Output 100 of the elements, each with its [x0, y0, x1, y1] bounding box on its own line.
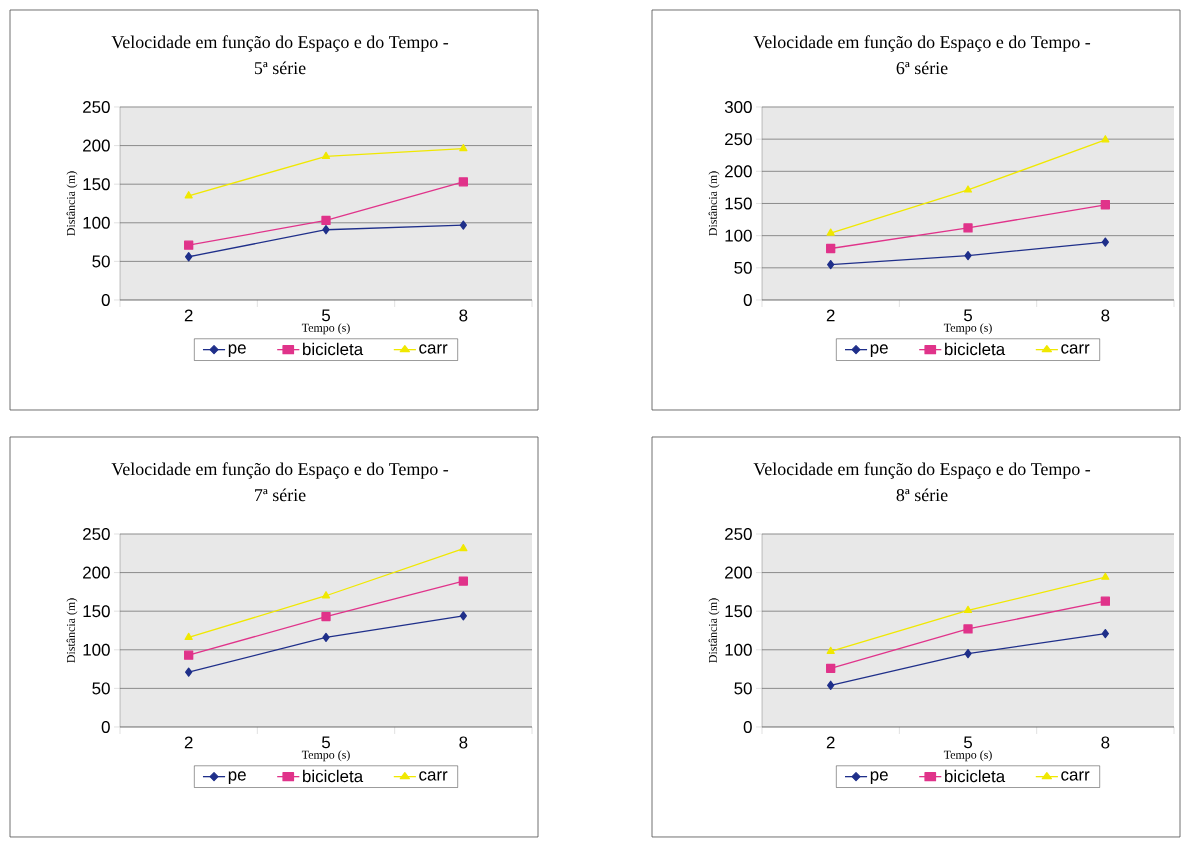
point [458, 177, 468, 187]
legend-label: bicicleta [945, 769, 1006, 783]
x-tick-label: 8 [459, 736, 468, 749]
y-tick-label: 100 [725, 643, 752, 656]
x-axis-title: Tempo (s) [301, 323, 350, 335]
y-tick-label: 0 [743, 293, 752, 306]
y-tick-label: 300 [724, 100, 752, 113]
y-tick-label: 200 [83, 139, 110, 152]
legend-label: pe [870, 344, 888, 357]
y-tick-label: 150 [83, 605, 110, 618]
y-tick-label: 100 [83, 216, 110, 229]
point [184, 632, 193, 641]
x-tick-label: 5 [963, 736, 973, 749]
x-tick-label: 8 [1101, 736, 1110, 749]
legend-label: pe [228, 771, 246, 784]
y-axis-title: Distância (m) [66, 598, 78, 663]
point [184, 191, 193, 199]
point [322, 632, 330, 643]
point [826, 243, 836, 254]
point [963, 223, 973, 233]
point [1101, 572, 1110, 580]
point [1101, 628, 1109, 639]
y-tick-label: 250 [725, 133, 752, 146]
point [459, 544, 468, 552]
legend-label: pe [870, 771, 888, 784]
point [963, 605, 973, 614]
legend-label: carr [419, 344, 448, 354]
chart-subtitle: 5ª série [254, 61, 306, 75]
x-axis-title: Tempo (s) [943, 750, 992, 762]
chart-title: Velocidade em função do Espaço e do Tempo - [753, 35, 1091, 52]
legend-label: bicicleta [303, 769, 364, 783]
y-tick-label: 250 [725, 527, 752, 540]
point [322, 225, 330, 235]
y-tick-label: 100 [725, 229, 752, 242]
point [826, 228, 835, 236]
y-tick-label: 100 [83, 643, 110, 656]
point [1101, 135, 1110, 143]
x-tick-label: 5 [321, 309, 330, 322]
y-tick-label: 0 [743, 720, 752, 733]
x-tick-label: 2 [184, 736, 193, 749]
y-tick-label: 150 [725, 605, 752, 618]
chart-subtitle: 7ª série [255, 488, 306, 502]
point [185, 667, 193, 677]
point [184, 650, 194, 660]
point [184, 240, 194, 250]
point [321, 591, 331, 599]
y-tick-label: 0 [101, 720, 110, 733]
point [321, 611, 331, 622]
chart-subtitle: 8ª série [896, 488, 948, 502]
y-tick-label: 50 [734, 682, 752, 695]
point [1101, 237, 1109, 247]
x-tick-label: 8 [1101, 309, 1110, 322]
point [1100, 200, 1110, 210]
point [963, 624, 973, 634]
x-tick-label: 8 [459, 309, 468, 322]
point [827, 259, 835, 270]
y-tick-label: 150 [725, 197, 752, 210]
point [321, 215, 331, 226]
y-axis-title: Distância (m) [708, 171, 720, 236]
x-axis-title: Tempo (s) [301, 750, 350, 762]
legend-label: carr [419, 771, 448, 781]
point [185, 252, 193, 262]
chart-title: Velocidade em função do Espaço e do Tempo - [111, 35, 449, 52]
legend-label: pe [228, 344, 246, 357]
y-tick-label: 50 [92, 255, 110, 268]
chart-subtitle: 6ª série [896, 61, 948, 75]
y-tick-label: 150 [83, 178, 110, 191]
x-tick-label: 2 [826, 736, 835, 749]
y-tick-label: 200 [725, 165, 752, 178]
point [826, 646, 835, 654]
legend-label: bicicleta [303, 342, 364, 356]
legend-label: carr [1061, 344, 1090, 354]
point [964, 648, 972, 659]
point [1100, 596, 1110, 606]
x-tick-label: 2 [826, 309, 835, 322]
y-axis-title: Distância (m) [708, 598, 720, 663]
x-tick-label: 2 [184, 309, 193, 322]
point [321, 151, 331, 160]
x-axis-title: Tempo (s) [943, 323, 992, 335]
y-tick-label: 0 [101, 293, 110, 306]
y-tick-label: 200 [725, 566, 752, 579]
legend-label: carr [1061, 771, 1090, 781]
point [459, 220, 467, 230]
point [827, 680, 835, 690]
y-tick-label: 50 [734, 261, 752, 274]
point [963, 185, 973, 193]
x-tick-label: 5 [963, 309, 973, 322]
point [964, 250, 972, 261]
y-axis-title: Distância (m) [66, 171, 78, 236]
y-tick-label: 250 [83, 527, 110, 540]
y-tick-label: 200 [83, 566, 110, 579]
legend-label: bicicleta [945, 342, 1006, 356]
chart-title: Velocidade em função do Espaço e do Tempo - [753, 462, 1091, 479]
point [459, 611, 467, 621]
point [459, 144, 468, 152]
y-tick-label: 250 [83, 100, 110, 113]
x-tick-label: 5 [321, 736, 330, 749]
chart-title: Velocidade em função do Espaço e do Tempo - [111, 462, 449, 479]
point [826, 663, 836, 673]
y-tick-label: 50 [92, 682, 110, 695]
